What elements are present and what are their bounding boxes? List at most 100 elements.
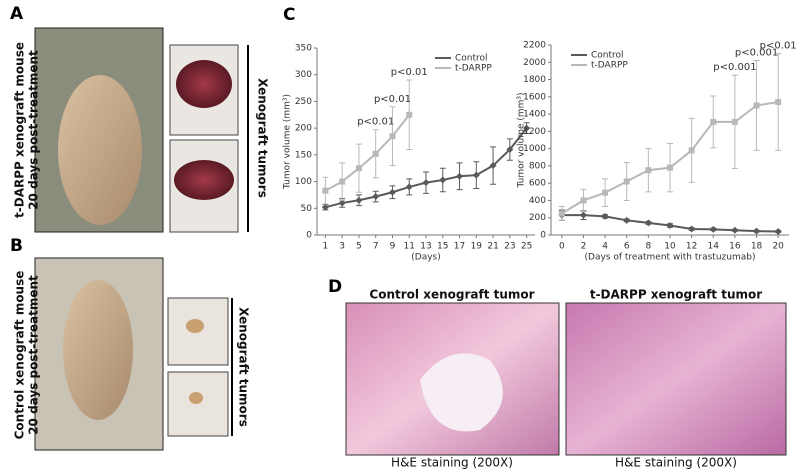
y-tick-label: 250	[295, 97, 312, 107]
caption-line: 20 days post-treatment	[27, 50, 41, 210]
histology-image	[565, 302, 787, 456]
marker	[489, 162, 497, 170]
marker	[753, 227, 761, 235]
x-tick-label: 3	[339, 242, 345, 252]
y-tick-label: 200	[529, 213, 546, 223]
image-title: Control xenograft tumor	[369, 288, 534, 302]
series-line	[325, 127, 528, 209]
caption-line: t-DARPP xenograft mouse	[13, 42, 27, 218]
image-title: t-DARPP xenograft tumor	[590, 288, 762, 302]
marker	[405, 183, 413, 191]
y-tick-label: 200	[295, 124, 312, 134]
y-tick-label: 1200	[523, 127, 546, 137]
necrosis	[420, 353, 503, 432]
y-tick-label: 0	[540, 231, 546, 241]
tumor	[174, 160, 234, 200]
marker	[339, 178, 346, 185]
x-tick-label: 25	[521, 242, 532, 252]
marker	[667, 164, 673, 171]
marker	[338, 199, 346, 207]
marker	[406, 111, 413, 118]
y-tick-label: 2200	[523, 41, 546, 51]
marker	[710, 118, 717, 125]
y-tick-label: 400	[529, 196, 546, 206]
marker	[601, 212, 609, 220]
legend-label: Control	[455, 54, 488, 64]
annotation: p<0.001	[735, 48, 778, 59]
y-tick-label: 1000	[523, 144, 546, 154]
marker	[506, 146, 514, 154]
marker	[580, 197, 587, 204]
annotation: p<0.01	[374, 94, 411, 105]
x-tick-label: 10	[664, 242, 676, 252]
marker	[322, 187, 329, 194]
x-tick-label: 12	[686, 242, 697, 252]
x-tick-label: 2	[581, 242, 587, 252]
marker	[688, 225, 696, 233]
tumor	[186, 319, 204, 333]
x-tick-label: 7	[373, 242, 379, 252]
y-tick-label: 1800	[523, 75, 546, 85]
marker	[775, 99, 782, 105]
tumor	[176, 60, 232, 108]
marker	[388, 188, 396, 196]
x-tick-label: 6	[624, 242, 630, 252]
marker	[666, 222, 674, 229]
legend-label: t-DARPP	[455, 64, 492, 74]
marker	[709, 225, 717, 233]
y-tick-label: 800	[529, 161, 546, 171]
x-tick-label: 20	[772, 242, 784, 252]
marker	[558, 210, 565, 217]
marker	[422, 179, 430, 187]
marker	[623, 216, 631, 224]
y-tick-label: 1400	[523, 110, 546, 120]
mouse-shape	[63, 280, 133, 420]
marker	[731, 118, 738, 125]
x-tick-label: 11	[404, 242, 415, 252]
marker	[456, 172, 464, 180]
y-axis-label: Tumor volume (mm³)	[283, 94, 293, 190]
marker	[579, 211, 587, 219]
marker	[472, 171, 480, 179]
y-tick-label: 350	[295, 44, 312, 54]
tumor-photo	[167, 371, 229, 437]
marker	[523, 124, 531, 132]
tumor	[189, 392, 203, 404]
x-tick-label: 14	[708, 242, 720, 252]
y-tick-label: 0	[306, 231, 312, 241]
y-tick-label: 50	[301, 204, 313, 214]
x-tick-label: 17	[454, 242, 465, 252]
x-axis-label: (Days)	[411, 253, 440, 263]
annotation: p<0.01	[357, 117, 394, 128]
x-tick-label: 18	[751, 242, 763, 252]
x-tick-label: 19	[471, 242, 483, 252]
marker	[753, 102, 760, 109]
x-tick-label: 23	[504, 242, 515, 252]
panel-label: B	[10, 236, 23, 256]
image-caption: H&E staining (200X)	[391, 456, 513, 470]
marker	[602, 189, 609, 196]
x-tick-label: 8	[645, 242, 651, 252]
tumors-label: Xenograft tumors	[256, 78, 270, 198]
annotation: p<0.01	[760, 41, 797, 52]
x-tick-label: 13	[420, 242, 431, 252]
caption-line: Control xenograft mouse	[13, 271, 27, 440]
marker	[731, 226, 739, 234]
panel-label: A	[10, 4, 24, 24]
y-tick-label: 100	[295, 177, 312, 187]
x-tick-label: 15	[437, 242, 448, 252]
x-tick-label: 16	[729, 242, 741, 252]
y-tick-label: 150	[295, 150, 312, 160]
marker	[645, 167, 652, 174]
image-caption: H&E staining (200X)	[615, 456, 737, 470]
panel-label: C	[283, 5, 295, 25]
x-tick-label: 9	[390, 242, 396, 252]
marker	[623, 178, 630, 185]
marker	[321, 203, 329, 211]
marker	[774, 228, 782, 236]
marker	[439, 176, 447, 184]
x-tick-label: 5	[356, 242, 362, 252]
annotation: p<0.01	[391, 67, 428, 78]
panel-label: D	[328, 277, 342, 297]
